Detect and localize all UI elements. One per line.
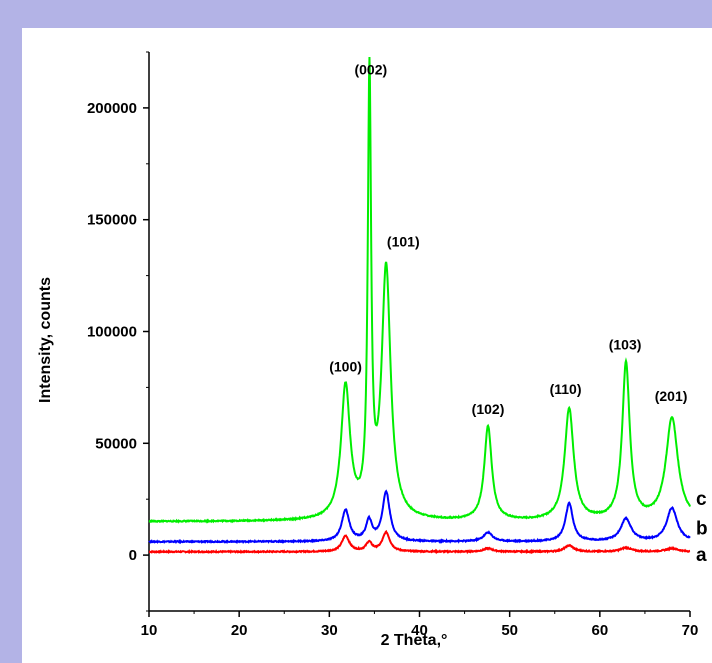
peak-label: (103) bbox=[609, 336, 642, 352]
curve-label: a bbox=[696, 545, 707, 566]
peak-label: (201) bbox=[655, 388, 688, 404]
series-b-line bbox=[148, 489, 691, 545]
peak-label: (101) bbox=[387, 234, 420, 250]
curves bbox=[148, 57, 691, 555]
peak-label: (110) bbox=[550, 381, 582, 397]
y-tick-label: 100000 bbox=[87, 324, 137, 341]
x-tick-label: 40 bbox=[411, 622, 428, 639]
curve-label: c bbox=[696, 489, 707, 510]
x-tick-label: 60 bbox=[591, 622, 608, 639]
y-tick-label: 200000 bbox=[87, 100, 137, 117]
curve-label: b bbox=[696, 518, 708, 539]
y-axis-label: Intensity, counts bbox=[37, 277, 54, 403]
axes: 10 20 30 40 50 60 70 0 50000 100000 150000 200000 bbox=[87, 51, 699, 639]
curve-labels: cba bbox=[696, 489, 708, 566]
y-tick-label: 0 bbox=[129, 547, 137, 564]
x-tick-label: 30 bbox=[321, 622, 338, 639]
x-tick-label: 20 bbox=[231, 622, 248, 639]
x-axis-label: 2 Theta,° bbox=[381, 632, 448, 649]
peak-label: (002) bbox=[354, 61, 387, 77]
peak-label: (100) bbox=[329, 359, 362, 375]
y-tick-label: 150000 bbox=[87, 212, 137, 229]
x-tick-label: 10 bbox=[141, 622, 158, 639]
y-tick-label: 50000 bbox=[95, 435, 137, 452]
chart-panel: 10 20 30 40 50 60 70 0 50000 100000 150000 200000 (… bbox=[22, 28, 712, 663]
series-a-line bbox=[148, 529, 691, 555]
series-c-line bbox=[148, 57, 691, 524]
x-tick-label: 70 bbox=[682, 622, 699, 639]
peak-label: (102) bbox=[472, 401, 505, 417]
peak-annotations: (100) (002) (101) (102) (110) (103) (201) bbox=[329, 61, 687, 417]
x-tick-label: 50 bbox=[501, 622, 518, 639]
xrd-chart: 10 20 30 40 50 60 70 0 50000 100000 150000 200000 (… bbox=[37, 51, 708, 649]
